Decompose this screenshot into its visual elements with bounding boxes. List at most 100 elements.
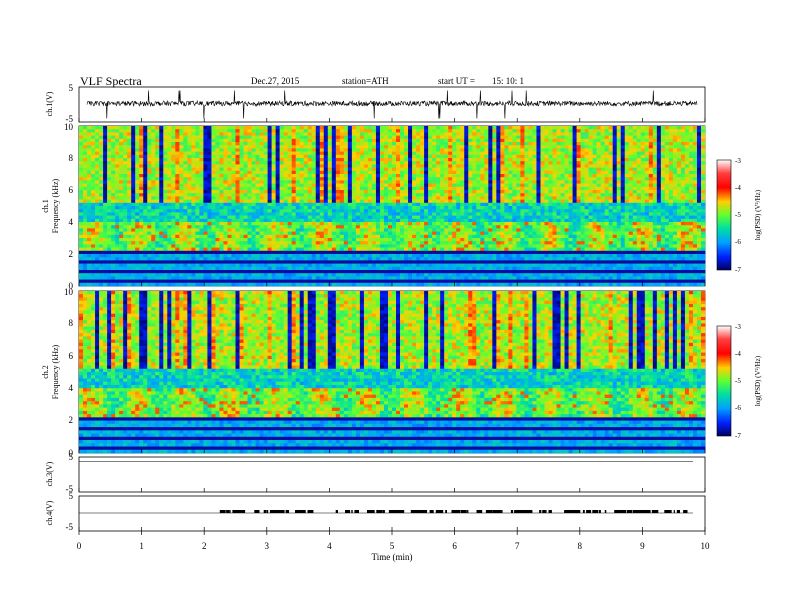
spectrogram-cell bbox=[472, 167, 477, 172]
spectrogram-cell bbox=[119, 193, 124, 197]
spectrogram-cell bbox=[520, 151, 525, 156]
spectrogram-cell bbox=[596, 174, 601, 178]
spectrogram-cell bbox=[235, 209, 240, 213]
spectrogram-cell bbox=[496, 177, 501, 181]
spectrogram-cell bbox=[159, 199, 164, 204]
spectrogram-cell bbox=[167, 193, 172, 197]
spectrogram-cell bbox=[424, 135, 429, 140]
spectrogram-cell bbox=[323, 222, 329, 226]
spectrogram-cell bbox=[476, 212, 481, 216]
spectrogram-cell bbox=[143, 174, 148, 178]
spectrogram-cell bbox=[644, 148, 650, 152]
spectrogram-cell bbox=[251, 142, 256, 146]
spectrogram-cell bbox=[520, 222, 525, 226]
spectrogram-cell bbox=[580, 177, 585, 181]
spectrogram-cell bbox=[287, 183, 292, 188]
spectrogram-cell bbox=[199, 193, 204, 197]
spectrogram-cell bbox=[219, 151, 224, 156]
spectrogram-cell bbox=[660, 132, 666, 136]
spectrogram-cell bbox=[363, 154, 369, 159]
spectrogram-cell bbox=[664, 126, 670, 130]
spectrogram-cell bbox=[347, 206, 353, 210]
spectrogram-cell bbox=[460, 167, 465, 172]
spectrogram-cell bbox=[259, 170, 264, 175]
spectrogram-cell bbox=[520, 186, 525, 191]
spectrogram-cell bbox=[560, 177, 565, 181]
spectrogram-cell bbox=[159, 148, 164, 152]
spectrogram-cell bbox=[243, 129, 248, 133]
spectrogram-cell bbox=[580, 193, 585, 197]
spectrogram-cell bbox=[408, 215, 413, 220]
spectrogram-cell bbox=[560, 126, 565, 130]
spectrogram-cell bbox=[460, 190, 465, 194]
spectrogram-cell bbox=[215, 167, 220, 172]
spectrogram-cell bbox=[480, 135, 485, 140]
spectrogram-cell bbox=[259, 193, 264, 197]
spectrogram-cell bbox=[588, 148, 593, 152]
spectrogram-cell bbox=[367, 132, 373, 136]
spectrogram-cell bbox=[271, 142, 276, 146]
spectrogram-cell bbox=[323, 180, 329, 184]
spectrogram-cell bbox=[604, 183, 609, 188]
spectrogram-cell bbox=[187, 218, 192, 223]
spectrogram-cell bbox=[636, 225, 642, 229]
spectrogram-cell bbox=[99, 196, 104, 200]
spectrogram-cell bbox=[576, 206, 581, 210]
spectrogram-cell bbox=[283, 148, 288, 152]
spectrogram-cell bbox=[576, 196, 581, 200]
spectrogram-cell bbox=[127, 177, 132, 181]
spectrogram-cell bbox=[271, 135, 276, 140]
spectrogram-cell bbox=[600, 129, 605, 133]
spectrogram-cell bbox=[612, 209, 618, 213]
spectrogram-cell bbox=[283, 129, 288, 133]
spectrogram-cell bbox=[620, 222, 626, 226]
spectrogram-cell bbox=[331, 193, 337, 197]
spectrogram-cell bbox=[624, 177, 630, 181]
spectrogram-cell bbox=[99, 129, 104, 133]
spectrogram-cell bbox=[95, 202, 100, 207]
spectrogram-cell bbox=[371, 167, 377, 172]
spectrogram-cell bbox=[79, 193, 84, 197]
spectrogram-cell bbox=[684, 138, 690, 143]
spectrogram-cell bbox=[259, 138, 264, 143]
spectrogram-cell bbox=[231, 161, 236, 165]
spectrogram-cell bbox=[271, 174, 276, 178]
spectrogram-cell bbox=[319, 174, 325, 178]
spectrogram-cell bbox=[119, 154, 124, 159]
spectrogram-cell bbox=[452, 215, 457, 220]
spectrogram-cell bbox=[604, 190, 609, 194]
spectrogram-cell bbox=[123, 202, 128, 207]
spectrogram-cell bbox=[520, 129, 525, 133]
spectrogram-cell bbox=[672, 206, 678, 210]
spectrogram-cell bbox=[692, 193, 698, 197]
spectrogram-cell bbox=[420, 183, 425, 188]
spectrogram-cell bbox=[375, 129, 381, 133]
spectrogram-cell bbox=[303, 202, 309, 207]
spectrogram-cell bbox=[672, 148, 678, 152]
spectrogram-cell bbox=[692, 190, 698, 194]
spectrogram-cell bbox=[508, 225, 513, 229]
spectrogram-cell bbox=[219, 206, 224, 210]
spectrogram-cell bbox=[684, 170, 690, 175]
spectrogram-cell bbox=[548, 218, 553, 223]
spectrogram-cell bbox=[660, 129, 666, 133]
spectrogram-cell bbox=[203, 145, 208, 149]
spectrogram-cell bbox=[528, 199, 533, 204]
spectrogram-cell bbox=[616, 196, 622, 200]
spectrogram-cell bbox=[371, 138, 377, 143]
spectrogram-cell bbox=[580, 212, 585, 216]
spectrogram-cell bbox=[143, 215, 148, 220]
spectrogram-cell bbox=[303, 158, 309, 162]
spectrogram-cell bbox=[512, 206, 517, 210]
spectrogram-cell bbox=[139, 145, 144, 149]
spectrogram-cell bbox=[159, 174, 164, 178]
spectrogram-cell bbox=[648, 202, 654, 207]
spectrogram-cell bbox=[107, 138, 112, 143]
spectrogram-cell bbox=[688, 190, 694, 194]
spectrogram-cell bbox=[387, 218, 393, 223]
spectrogram-cell bbox=[488, 170, 493, 175]
spectrogram-cell bbox=[528, 186, 533, 191]
spectrogram-cell bbox=[207, 151, 212, 156]
spectrogram-cell bbox=[612, 193, 618, 197]
spectrogram-cell bbox=[111, 206, 116, 210]
